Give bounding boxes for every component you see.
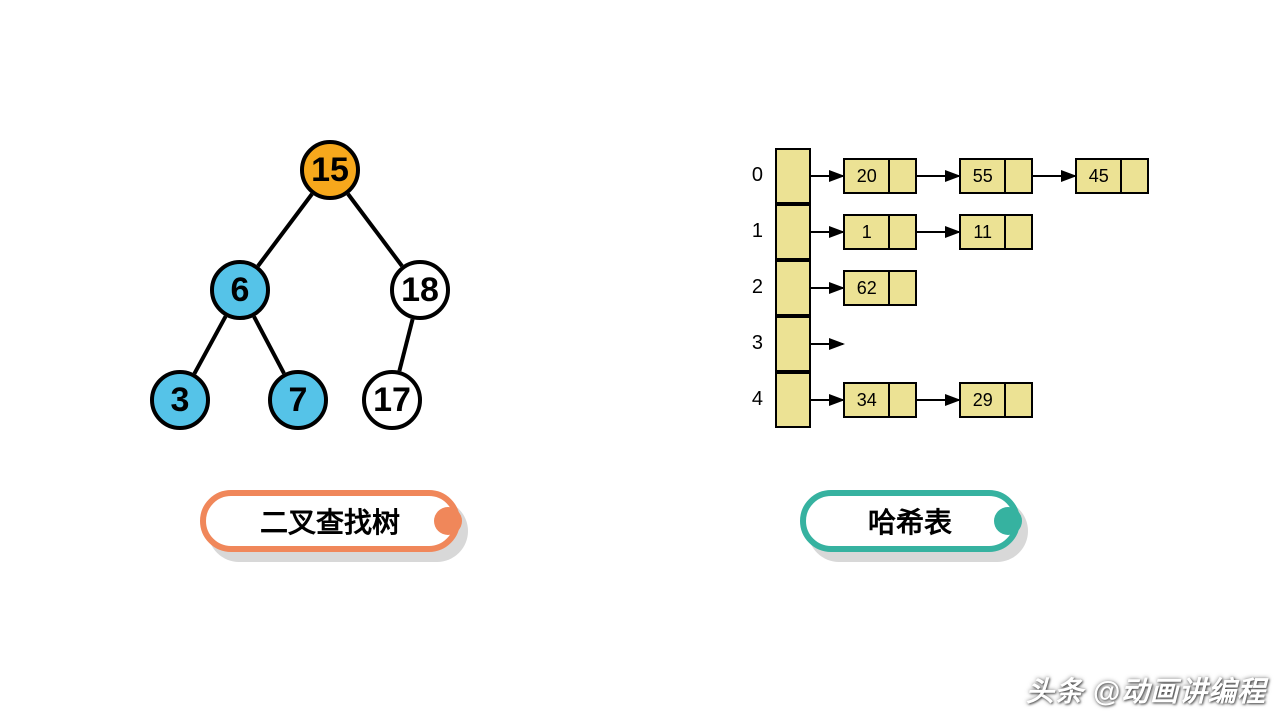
hash-index-2: 2 [735, 276, 763, 299]
hash-node-1-1: 11 [959, 214, 1033, 250]
tree-node-15: 15 [300, 140, 360, 200]
hash-index-0: 0 [735, 164, 763, 187]
hash-node-0-1: 55 [959, 158, 1033, 194]
hash-index-1: 1 [735, 220, 763, 243]
hash-index-3: 3 [735, 332, 763, 355]
label-bst: 二叉查找树 [200, 490, 460, 552]
tree-node-17: 17 [362, 370, 422, 430]
hash-bucket-4 [775, 372, 811, 428]
hash-bucket-0 [775, 148, 811, 204]
hash-node-2-0: 62 [843, 270, 917, 306]
hash-node-0-0: 20 [843, 158, 917, 194]
hash-node-0-2: 45 [1075, 158, 1149, 194]
tree-node-3: 3 [150, 370, 210, 430]
tree-node-7: 7 [268, 370, 328, 430]
tree-node-6: 6 [210, 260, 270, 320]
label-bst-dot-icon [434, 507, 462, 535]
label-hash: 哈希表 [800, 490, 1020, 552]
hash-node-4-0: 34 [843, 382, 917, 418]
label-hash-dot-icon [994, 507, 1022, 535]
hash-node-1-0: 1 [843, 214, 917, 250]
hash-index-4: 4 [735, 388, 763, 411]
watermark: 头条 @动画讲编程 [1026, 670, 1266, 710]
hash-bucket-3 [775, 316, 811, 372]
tree-node-18: 18 [390, 260, 450, 320]
hash-bucket-1 [775, 204, 811, 260]
hash-bucket-2 [775, 260, 811, 316]
hash-node-4-1: 29 [959, 382, 1033, 418]
